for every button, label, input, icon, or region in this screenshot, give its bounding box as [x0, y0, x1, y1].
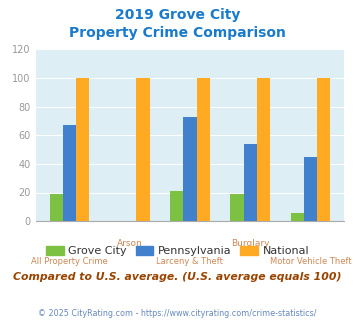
Bar — [136, 78, 149, 221]
Bar — [170, 191, 183, 221]
Text: Compared to U.S. average. (U.S. average equals 100): Compared to U.S. average. (U.S. average … — [13, 272, 342, 282]
Legend: Grove City, Pennsylvania, National: Grove City, Pennsylvania, National — [42, 242, 313, 261]
Bar — [290, 213, 304, 221]
Bar — [317, 78, 330, 221]
Text: Larceny & Theft: Larceny & Theft — [157, 257, 223, 266]
Text: Motor Vehicle Theft: Motor Vehicle Theft — [269, 257, 351, 266]
Bar — [63, 125, 76, 221]
Bar — [197, 78, 210, 221]
Text: Property Crime Comparison: Property Crime Comparison — [69, 26, 286, 40]
Text: © 2025 CityRating.com - https://www.cityrating.com/crime-statistics/: © 2025 CityRating.com - https://www.city… — [38, 309, 317, 317]
Text: All Property Crime: All Property Crime — [31, 257, 108, 266]
Bar — [244, 144, 257, 221]
Text: Burglary: Burglary — [231, 239, 269, 248]
Bar — [304, 157, 317, 221]
Bar — [230, 194, 244, 221]
Text: 2019 Grove City: 2019 Grove City — [115, 8, 240, 22]
Bar — [257, 78, 270, 221]
Bar — [183, 117, 197, 221]
Bar — [50, 194, 63, 221]
Bar — [76, 78, 89, 221]
Text: Arson: Arson — [117, 239, 143, 248]
